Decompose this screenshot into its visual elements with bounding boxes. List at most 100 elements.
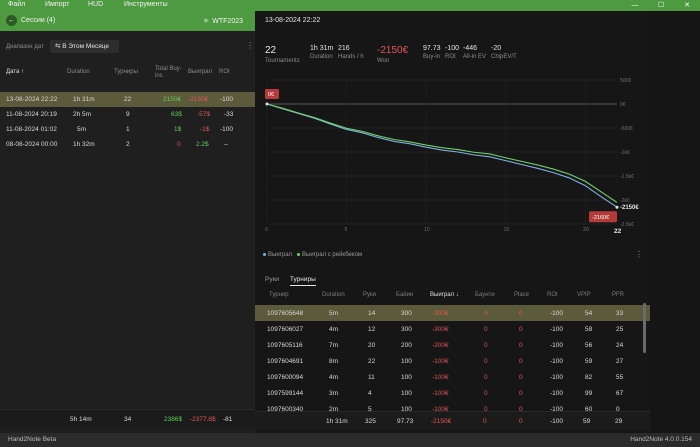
y-tick-label: -500€ [620, 126, 633, 132]
cell-won: -100€ [432, 390, 449, 397]
table-row[interactable]: 08-08-2024 00:00 1h 32m 2 0 2.2$ -- [0, 137, 255, 152]
y-tick-label: -1k€ [620, 150, 630, 156]
table-row[interactable]: 1097606027 4m 12 300 -300€ 0 0 -100 58 25 [255, 321, 650, 337]
status-left: Hand2Note Beta [8, 436, 57, 443]
cell-roi: -100 [550, 310, 564, 317]
x-tick-label: 20 [583, 227, 589, 233]
col-roi[interactable]: ROI [547, 292, 558, 298]
cell-pfr: 33 [616, 310, 624, 317]
close-icon[interactable]: ✕ [684, 2, 690, 9]
table-row[interactable]: 1097604691 8m 22 100 -100€ 0 0 -100 59 27 [255, 353, 650, 369]
total-bounty: 0 [483, 418, 487, 425]
cell-roi: -- [224, 141, 229, 148]
col-tournament[interactable]: Турнир [269, 292, 289, 298]
table-row[interactable]: 1097600340 2m 5 100 -100€ 0 0 -100 60 0 [255, 401, 650, 417]
col-pfr[interactable]: PFR [612, 292, 624, 298]
cell-duration: 1h 31m [73, 96, 95, 103]
col-duration[interactable]: Duration [322, 292, 345, 298]
sessions-totals: 5h 14m 34 2386$ -2377.8$ -81 [0, 409, 255, 429]
cell-hands: 11 [368, 374, 375, 381]
cell-roi: -100 [220, 126, 234, 133]
col-won[interactable]: Выиграл ↓ [430, 292, 459, 298]
table-row[interactable]: 13-08-2024 22:22 1h 31m 22 2150€ -2150€ … [0, 92, 255, 107]
table-row[interactable]: 1097605116 7m 20 200 -200€ 0 0 -100 56 24 [255, 337, 650, 353]
account-name: WTF2023 [212, 18, 243, 25]
date-range-button[interactable]: ⇆ В Этом Месяце [50, 40, 119, 53]
cell-roi: -100 [550, 390, 564, 397]
cell-duration: 2m [329, 406, 339, 413]
col-buyin[interactable]: Байин [396, 292, 414, 298]
cell-roi: -100 [220, 96, 234, 103]
sessions-panel: Диапазон дат ⇆ В Этом Месяце ⋮ Дата ↑ Du… [0, 31, 255, 433]
col-total-buyins[interactable]: Total Buy-ins [155, 66, 182, 79]
cell-hands: 4 [368, 390, 372, 397]
cell-place: 0 [519, 342, 523, 349]
legend-won[interactable]: Выиграл [268, 252, 293, 258]
more-options-icon[interactable]: ⋮ [246, 41, 254, 50]
table-row[interactable]: 1097600094 4m 11 100 -100€ 0 0 -100 82 55 [255, 369, 650, 385]
cell-tournaments: 2 [126, 141, 130, 148]
table-row[interactable]: 1097605648 5m 14 300 -300€ 0 0 -100 54 33 [255, 305, 650, 321]
col-roi[interactable]: ROI [219, 69, 230, 75]
total-place: 0 [519, 418, 523, 425]
cell-bounty: 0 [484, 310, 488, 317]
col-place[interactable]: Place [514, 292, 530, 298]
account-selector[interactable]: ⚛ WTF2023 [203, 17, 243, 25]
total-won: -2150€ [431, 418, 452, 425]
cell-date: 13-08-2024 22:22 [6, 96, 58, 103]
swap-icon: ⇆ [55, 43, 61, 50]
menu-file[interactable]: Файл [8, 1, 26, 8]
cell-duration: 7m [329, 342, 339, 349]
legend-dot-won [263, 252, 266, 256]
total-won: -2377.8$ [190, 416, 216, 423]
tab-tournaments[interactable]: Турниры [289, 276, 316, 286]
menu-tools[interactable]: Инструменты [124, 1, 168, 8]
col-bounty[interactable]: Баунти [475, 292, 495, 298]
total-buyin: 97.73 [397, 418, 414, 425]
cell-vpip: 54 [585, 310, 593, 317]
chart-options-icon[interactable]: ⋮ [635, 250, 643, 259]
col-won[interactable]: Выиграл [188, 69, 213, 75]
cell-buyin: 100 [401, 358, 412, 365]
sessions-header: ← Сессии (4) ⚛ WTF2023 [0, 11, 255, 31]
table-row[interactable]: 1097599144 3m 4 100 -100€ 0 0 -100 99 67 [255, 385, 650, 401]
menu-bar: Файл Импорт HUD Инструменты — ☐ ✕ [0, 0, 700, 11]
cell-roi: -100 [550, 326, 564, 333]
cell-hands: 22 [368, 358, 376, 365]
cell-pfr: 25 [616, 326, 624, 333]
col-hands[interactable]: Руки [363, 292, 376, 298]
col-date[interactable]: Дата ↑ [6, 69, 24, 75]
date-range-label: Диапазон дат [6, 44, 44, 50]
session-detail-panel: 13-08-2024 22:22 22 Tournaments 1h 31m Dur… [255, 11, 650, 433]
tournaments-totals: 1h 31m 325 97.73 -2150€ 0 0 -100 59 29 [255, 411, 650, 431]
table-row[interactable]: 11-08-2024 01:02 5m 1 1$ -1$ -100 [0, 122, 255, 137]
cell-duration: 2h 5m [73, 111, 92, 118]
x-tick-label: 15 [504, 227, 510, 233]
cell-vpip: 58 [585, 326, 593, 333]
cell-pfr: 55 [616, 374, 624, 381]
cell-won: -100€ [432, 406, 449, 413]
cell-won: -200€ [432, 342, 449, 349]
cell-buyin: 200 [401, 342, 412, 349]
back-arrow-icon[interactable]: ← [6, 15, 17, 26]
tab-hands[interactable]: Руки [265, 276, 280, 283]
legend-won-rakeback[interactable]: Выиграл с рейкбеком [302, 252, 363, 258]
cell-buyin: 100 [401, 374, 412, 381]
total-duration: 5h 14m [70, 416, 92, 423]
status-bar: Hand2Note Beta Hand2Note 4.0.0.154 [0, 433, 700, 447]
cell-id: 1097605648 [267, 310, 304, 317]
cell-place: 0 [519, 310, 523, 317]
maximize-icon[interactable]: ☐ [657, 2, 665, 9]
menu-hud[interactable]: HUD [88, 1, 104, 8]
cell-date: 08-08-2024 00:00 [6, 141, 58, 148]
cell-roi: -100 [550, 342, 564, 349]
menu-import[interactable]: Импорт [45, 1, 70, 8]
cell-date: 11-08-2024 01:02 [6, 126, 57, 133]
col-tournaments[interactable]: Турниры [114, 69, 138, 75]
col-duration[interactable]: Duration [67, 69, 90, 75]
table-scrollbar[interactable] [643, 303, 646, 353]
col-vpip[interactable]: VPIP [577, 292, 591, 298]
cell-duration: 3m [329, 390, 339, 397]
table-row[interactable]: 11-08-2024 20:19 2h 5m 9 63$ -57$ -33 [0, 107, 255, 122]
minimize-icon[interactable]: — [631, 2, 639, 9]
